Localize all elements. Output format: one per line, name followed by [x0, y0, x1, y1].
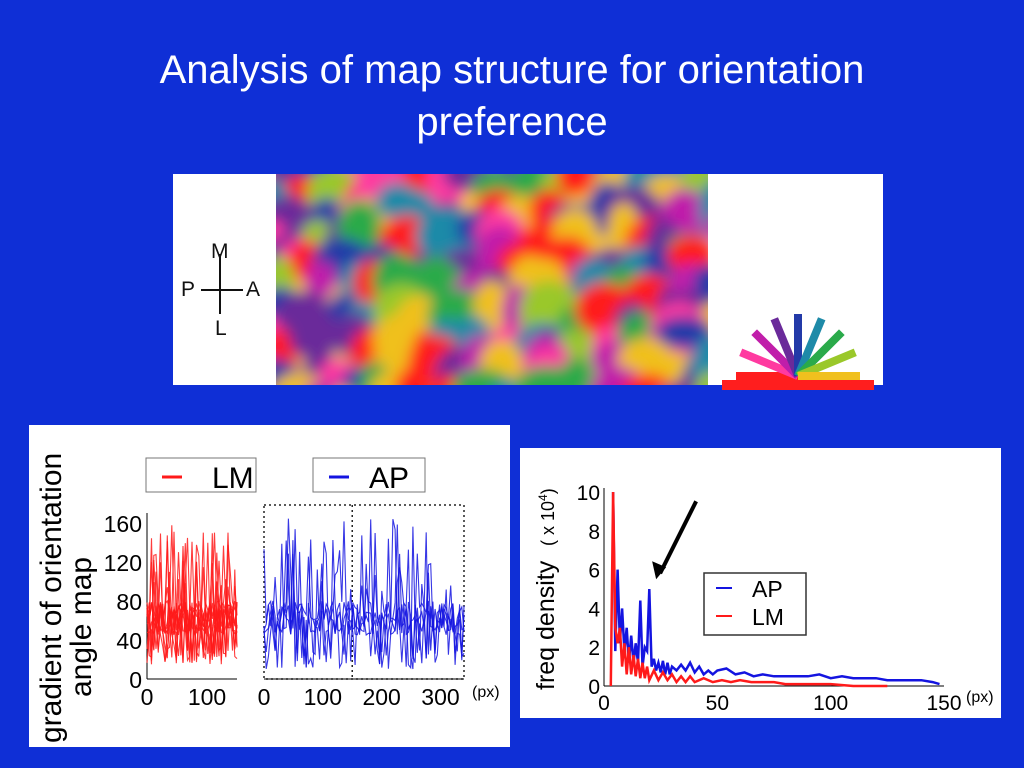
x-tick-label: 300: [421, 684, 459, 710]
x-tick-label: 0: [598, 692, 610, 715]
y-axis-label-line-2: angle map: [65, 557, 98, 697]
legend-label-ap: AP: [369, 462, 409, 495]
series-line-lm: [146, 544, 238, 659]
x-tick-label: 0: [258, 684, 271, 710]
y-axis-unit-suffix: ): [538, 488, 558, 494]
map-domain: [655, 316, 708, 349]
series-line-ap: [263, 521, 465, 670]
map-domain: [310, 380, 342, 385]
legend-box-ap: [312, 457, 426, 493]
map-domain: [452, 368, 515, 385]
legend-label-ap: AP: [752, 576, 783, 602]
compass-east-label: A: [246, 278, 261, 301]
y-tick-label: 6: [588, 560, 600, 583]
y-tick-label: 160: [104, 511, 142, 537]
compass-west-label: P: [181, 278, 196, 301]
map-domain: [276, 372, 325, 385]
x-axis-unit: (px): [966, 689, 994, 706]
y-axis-label: freq density: [532, 560, 560, 690]
series-line-lm: [146, 535, 238, 665]
slide-title-line-1: Analysis of map structure for orientatio…: [159, 48, 865, 92]
orientation-preference-map: [276, 174, 708, 385]
y-tick-label: 0: [129, 667, 142, 693]
gradient-chart: gradient of orientation angle map LM AP …: [35, 453, 500, 743]
y-axis-label-line-1: gradient of orientation: [35, 453, 68, 743]
annotation-arrow-shaft: [658, 500, 698, 575]
legend-box-lm: [145, 457, 257, 493]
y-axis-unit-prefix: ( x 10: [538, 501, 558, 546]
annotation-arrow-head: [652, 561, 667, 580]
dotted-box: [263, 504, 465, 680]
y-axis-unit: ( x 104): [536, 488, 558, 546]
series-line-lm: [146, 532, 238, 656]
map-domain: [706, 221, 708, 233]
y-tick-label: 120: [104, 550, 142, 576]
slide-title-line-2: preference: [416, 100, 608, 144]
y-axis-unit-exponent: 4: [536, 494, 550, 501]
legend-label-lm: LM: [752, 604, 784, 630]
y-tick-label: 10: [577, 482, 600, 505]
x-axis-unit: (px): [472, 684, 500, 701]
map-domain: [304, 260, 338, 299]
series-line-lm: [609, 491, 888, 688]
legend-label-lm: LM: [212, 462, 254, 495]
y-tick-label: 8: [588, 521, 600, 544]
series-line-ap: [263, 538, 465, 670]
slide-title: Analysis of map structure for orientatio…: [0, 44, 1024, 148]
map-domain: [394, 366, 432, 385]
y-tick-label: 0: [588, 676, 600, 699]
frequency-chart-panel: freq density ( x 104) 0 2 4 6 8 10 0 50 100 150 A…: [520, 448, 1001, 718]
series-line-ap: [611, 491, 940, 686]
map-domain: [695, 371, 708, 385]
compass-south-label: L: [215, 317, 227, 340]
x-tick-label: 100: [188, 684, 226, 710]
y-tick-label: 2: [588, 637, 600, 660]
y-tick-label: 4: [588, 598, 600, 621]
x-tick-label: 150: [926, 692, 961, 715]
compass-north-label: M: [211, 240, 229, 263]
gradient-chart-panel: gradient of orientation angle map LM AP …: [29, 425, 510, 747]
y-axis-title: gradient of orientation angle map: [35, 453, 98, 743]
map-domain: [556, 174, 595, 197]
map-domain: [698, 182, 708, 236]
map-domain: [624, 373, 673, 385]
x-tick-label: 50: [706, 692, 729, 715]
y-tick-label: 80: [116, 589, 142, 615]
series-line-lm: [146, 525, 238, 664]
x-tick-label: 100: [304, 684, 342, 710]
y-tick-label: 40: [116, 628, 142, 654]
x-tick-label: 0: [141, 684, 154, 710]
map-domain: [691, 335, 708, 385]
orientation-map-panel: M P A L: [173, 174, 883, 390]
orientation-color-key: [722, 314, 874, 390]
legend-box: [703, 572, 807, 636]
compass-diagram: [201, 254, 243, 314]
map-domain: [288, 309, 340, 362]
map-domain: [556, 357, 595, 385]
x-tick-label: 100: [813, 692, 848, 715]
x-tick-label: 200: [362, 684, 400, 710]
